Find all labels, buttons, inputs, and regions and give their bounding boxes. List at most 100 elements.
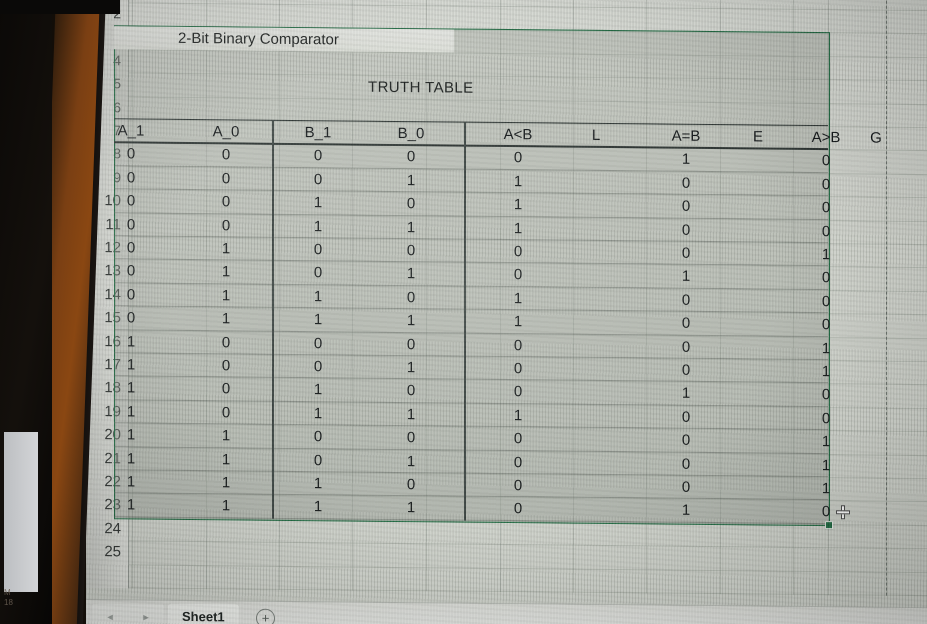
cell-r10-AEB[interactable]: 0 bbox=[681, 197, 691, 215]
cell-r13-ALB[interactable]: 0 bbox=[513, 266, 523, 284]
cell-r19-A_0[interactable]: 0 bbox=[221, 404, 231, 422]
cell-r11-B_0[interactable]: 1 bbox=[406, 218, 416, 236]
cell-r15-B_0[interactable]: 1 bbox=[406, 312, 416, 330]
cell-r17-ALB[interactable]: 0 bbox=[513, 360, 523, 378]
cell-r20-AEB[interactable]: 0 bbox=[681, 431, 691, 449]
cell-r17-AEB[interactable]: 0 bbox=[681, 361, 691, 379]
cell-r8-AGB[interactable]: 0 bbox=[821, 152, 831, 170]
cell-r20-AGB[interactable]: 1 bbox=[821, 433, 831, 451]
sheet-nav-prev-icon[interactable]: ◂ bbox=[107, 610, 113, 623]
cell-r13-A_1[interactable]: 0 bbox=[126, 262, 136, 280]
cell-r19-ALB[interactable]: 1 bbox=[513, 406, 523, 424]
cell-r14-AGB[interactable]: 0 bbox=[821, 292, 831, 310]
sheet-tab-sheet1[interactable]: Sheet1 bbox=[168, 603, 239, 624]
cell-r12-AGB[interactable]: 1 bbox=[821, 246, 831, 264]
cell-r16-A_0[interactable]: 0 bbox=[221, 333, 231, 351]
cell-r18-B_0[interactable]: 0 bbox=[406, 382, 416, 400]
cell-r8-A_1[interactable]: 0 bbox=[126, 145, 136, 163]
cell-r11-AGB[interactable]: 0 bbox=[821, 222, 831, 240]
cell-r12-ALB[interactable]: 0 bbox=[513, 243, 523, 261]
cell-r14-ALB[interactable]: 1 bbox=[513, 289, 523, 307]
cell-r14-A_0[interactable]: 1 bbox=[221, 287, 231, 305]
cell-r18-ALB[interactable]: 0 bbox=[513, 383, 523, 401]
cell-r16-AEB[interactable]: 0 bbox=[681, 338, 691, 356]
cell-r22-B_1[interactable]: 1 bbox=[313, 475, 323, 493]
cell-r15-ALB[interactable]: 1 bbox=[513, 313, 523, 331]
cell-r10-B_1[interactable]: 1 bbox=[313, 194, 323, 212]
cell-r13-AGB[interactable]: 0 bbox=[821, 269, 831, 287]
cell-r15-A_0[interactable]: 1 bbox=[221, 310, 231, 328]
cell-r22-ALB[interactable]: 0 bbox=[513, 477, 523, 495]
cell-r21-B_0[interactable]: 1 bbox=[406, 452, 416, 470]
cell-r20-A_1[interactable]: 1 bbox=[126, 426, 136, 444]
cell-r9-A_0[interactable]: 0 bbox=[221, 170, 231, 188]
cell-r14-B_0[interactable]: 0 bbox=[406, 288, 416, 306]
cell-r16-B_0[interactable]: 0 bbox=[406, 335, 416, 353]
cell-r15-A_1[interactable]: 0 bbox=[126, 309, 136, 327]
cell-r16-AGB[interactable]: 1 bbox=[821, 339, 831, 357]
cell-r23-AEB[interactable]: 1 bbox=[681, 502, 691, 520]
cell-r12-A_1[interactable]: 0 bbox=[126, 239, 136, 257]
cell-r10-A_0[interactable]: 0 bbox=[221, 193, 231, 211]
cell-r14-B_1[interactable]: 1 bbox=[313, 287, 323, 306]
cell-r21-AGB[interactable]: 1 bbox=[821, 456, 831, 474]
cell-r15-AGB[interactable]: 0 bbox=[821, 316, 831, 334]
cell-r11-B_1[interactable]: 1 bbox=[313, 217, 323, 235]
cell-r12-A_0[interactable]: 1 bbox=[221, 240, 231, 258]
cell-r16-A_1[interactable]: 1 bbox=[126, 332, 136, 351]
cell-r21-A_0[interactable]: 1 bbox=[221, 450, 231, 468]
cell-r11-ALB[interactable]: 1 bbox=[513, 219, 523, 237]
cell-r8-ALB[interactable]: 0 bbox=[513, 149, 523, 167]
cell-r10-A_1[interactable]: 0 bbox=[126, 192, 136, 210]
cell-r9-AEB[interactable]: 0 bbox=[681, 174, 691, 192]
cell-r22-AGB[interactable]: 1 bbox=[821, 480, 831, 498]
cell-r20-ALB[interactable]: 0 bbox=[513, 430, 523, 448]
cell-r15-B_1[interactable]: 1 bbox=[313, 311, 323, 329]
cell-r15-AEB[interactable]: 0 bbox=[681, 314, 691, 332]
cell-r9-B_1[interactable]: 0 bbox=[313, 170, 323, 189]
cell-r8-B_0[interactable]: 0 bbox=[406, 148, 416, 166]
cell-r8-A_0[interactable]: 0 bbox=[221, 146, 231, 164]
cell-r21-ALB[interactable]: 0 bbox=[513, 453, 523, 471]
cell-r12-AEB[interactable]: 0 bbox=[681, 244, 691, 262]
cell-r21-A_1[interactable]: 1 bbox=[126, 449, 136, 468]
cell-r12-B_1[interactable]: 0 bbox=[313, 241, 323, 259]
cell-r8-B_1[interactable]: 0 bbox=[313, 147, 323, 165]
cell-r21-B_1[interactable]: 0 bbox=[313, 451, 323, 469]
sheet-nav-arrows[interactable]: ◂ ▸ bbox=[92, 604, 164, 624]
cell-r22-AEB[interactable]: 0 bbox=[681, 478, 691, 496]
cell-r13-B_1[interactable]: 0 bbox=[313, 264, 323, 282]
cell-r10-B_0[interactable]: 0 bbox=[406, 195, 416, 213]
cell-r19-AEB[interactable]: 0 bbox=[681, 408, 691, 426]
cell-r22-A_0[interactable]: 1 bbox=[221, 474, 231, 492]
cell-r17-A_0[interactable]: 0 bbox=[221, 357, 231, 375]
cell-r13-AEB[interactable]: 1 bbox=[681, 268, 691, 286]
cell-r14-A_1[interactable]: 0 bbox=[126, 286, 136, 304]
cell-r23-ALB[interactable]: 0 bbox=[513, 500, 523, 518]
cell-r19-A_1[interactable]: 1 bbox=[126, 403, 136, 421]
cell-r9-B_0[interactable]: 1 bbox=[406, 171, 416, 189]
cell-r22-B_0[interactable]: 0 bbox=[406, 476, 416, 494]
cell-r20-A_0[interactable]: 1 bbox=[221, 427, 231, 445]
add-sheet-icon[interactable]: + bbox=[256, 608, 275, 624]
fill-handle[interactable] bbox=[825, 520, 833, 529]
cell-r19-AGB[interactable]: 0 bbox=[821, 409, 831, 427]
cell-r18-AGB[interactable]: 0 bbox=[821, 386, 831, 404]
cell-r20-B_0[interactable]: 0 bbox=[406, 429, 416, 447]
cell-r9-ALB[interactable]: 1 bbox=[513, 172, 523, 190]
cell-r9-A_1[interactable]: 0 bbox=[126, 169, 136, 187]
cell-r17-B_1[interactable]: 0 bbox=[313, 358, 323, 376]
cell-r11-A_1[interactable]: 0 bbox=[126, 215, 136, 234]
cell-r13-A_0[interactable]: 1 bbox=[221, 263, 231, 281]
cell-r22-A_1[interactable]: 1 bbox=[126, 473, 136, 491]
cell-r18-AEB[interactable]: 1 bbox=[681, 385, 691, 403]
cell-r19-B_0[interactable]: 1 bbox=[406, 405, 416, 423]
cell-r10-ALB[interactable]: 1 bbox=[513, 196, 523, 214]
cell-r20-B_1[interactable]: 0 bbox=[313, 428, 323, 446]
cell-r19-B_1[interactable]: 1 bbox=[313, 404, 323, 423]
cell-r23-A_0[interactable]: 1 bbox=[221, 497, 231, 515]
cell-r17-A_1[interactable]: 1 bbox=[126, 356, 136, 374]
cell-r18-A_0[interactable]: 0 bbox=[221, 380, 231, 398]
cell-r17-AGB[interactable]: 1 bbox=[821, 363, 831, 381]
cell-r14-AEB[interactable]: 0 bbox=[681, 291, 691, 309]
